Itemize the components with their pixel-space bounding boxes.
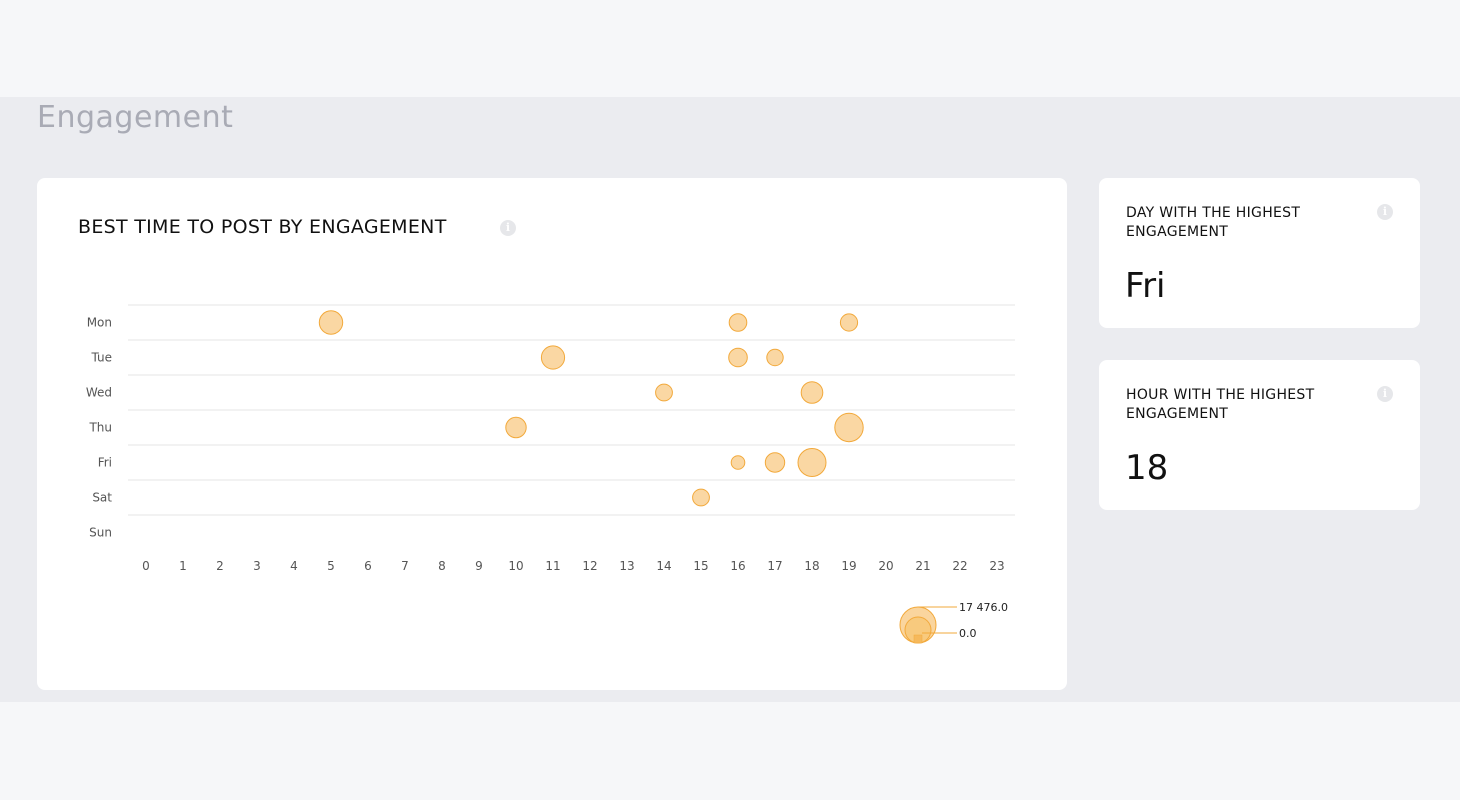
highest-day-label: DAY WITH THE HIGHEST ENGAGEMENT (1126, 205, 1301, 240)
x-tick-label: 12 (582, 559, 597, 573)
data-bubble (764, 452, 786, 473)
chart-title: BEST TIME TO POST BY ENGAGEMENT (78, 216, 447, 238)
x-tick-label: 7 (401, 559, 409, 573)
y-tick-label: Sun (89, 526, 112, 540)
data-bubble (692, 488, 710, 507)
highest-hour-value: 18 (1125, 448, 1169, 488)
data-bubble (655, 383, 673, 402)
data-bubble (730, 455, 746, 470)
legend-max-label: 17 476.0 (959, 601, 1008, 614)
x-tick-label: 17 (767, 559, 782, 573)
x-tick-label: 1 (179, 559, 187, 573)
x-tick-label: 0 (142, 559, 150, 573)
data-bubble (834, 412, 864, 443)
x-tick-label: 6 (364, 559, 372, 573)
y-tick-label: Wed (86, 386, 112, 400)
x-tick-label: 20 (878, 559, 893, 573)
x-tick-label: 10 (508, 559, 523, 573)
x-tick-label: 3 (253, 559, 261, 573)
x-tick-label: 23 (989, 559, 1004, 573)
y-tick-label: Thu (88, 421, 112, 435)
x-tick-label: 8 (438, 559, 446, 573)
x-tick-label: 18 (804, 559, 819, 573)
data-bubble (839, 313, 859, 332)
legend-min-label: 0.0 (959, 627, 977, 640)
data-bubble (318, 310, 344, 335)
data-bubble (797, 448, 827, 477)
y-tick-label: Sat (92, 491, 112, 505)
best-time-chart-card: BEST TIME TO POST BY ENGAGEMENT i Mon Tue… (37, 178, 1067, 690)
legend-bubble-min (913, 634, 923, 644)
x-tick-label: 2 (216, 559, 224, 573)
x-tick-label: 22 (952, 559, 967, 573)
y-tick-label: Tue (91, 351, 113, 365)
x-tick-label: 13 (619, 559, 634, 573)
info-icon[interactable]: i (1377, 204, 1393, 220)
x-tick-label: 14 (656, 559, 671, 573)
x-tick-label: 11 (545, 559, 560, 573)
page-title: Engagement (37, 100, 234, 135)
data-bubble (766, 348, 784, 367)
data-bubble (505, 416, 527, 439)
y-tick-label: Fri (98, 456, 112, 470)
info-icon[interactable]: i (1377, 386, 1393, 402)
highest-hour-label: HOUR WITH THE HIGHEST ENGAGEMENT (1126, 387, 1315, 422)
x-tick-label: 9 (475, 559, 483, 573)
highest-day-value: Fri (1125, 266, 1166, 306)
data-bubble (728, 313, 748, 332)
info-icon[interactable]: i (500, 220, 516, 236)
data-bubble (540, 345, 566, 370)
x-tick-label: 16 (730, 559, 745, 573)
highest-hour-card: HOUR WITH THE HIGHEST ENGAGEMENT i 18 (1099, 360, 1420, 510)
data-bubble (800, 381, 824, 404)
x-tick-label: 21 (915, 559, 930, 573)
data-bubble (728, 347, 748, 368)
x-tick-label: 5 (327, 559, 335, 573)
y-tick-label: Mon (87, 316, 112, 330)
x-tick-label: 15 (693, 559, 708, 573)
highest-day-card: DAY WITH THE HIGHEST ENGAGEMENT i Fri (1099, 178, 1420, 328)
x-tick-label: 4 (290, 559, 298, 573)
x-tick-label: 19 (841, 559, 856, 573)
